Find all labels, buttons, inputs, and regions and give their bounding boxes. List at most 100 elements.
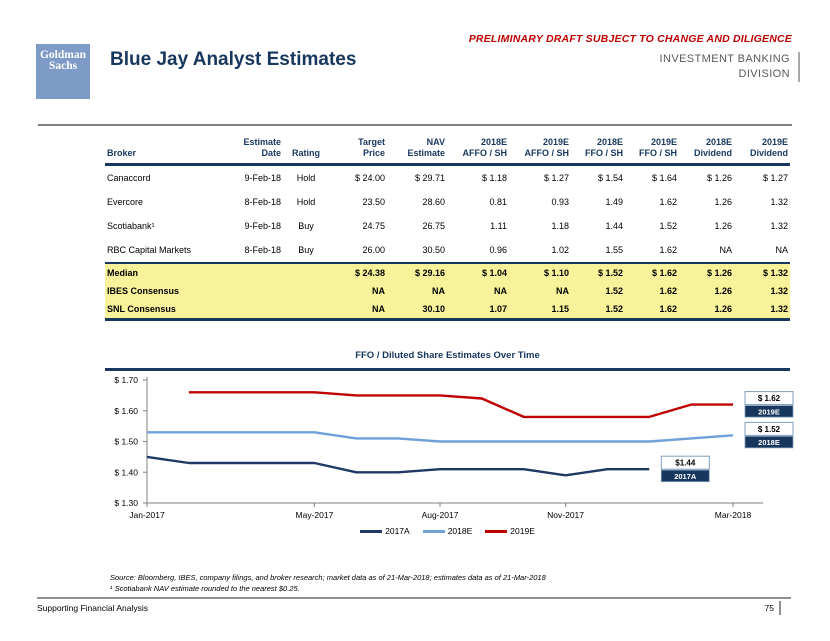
draft-notice: PRELIMINARY DRAFT SUBJECT TO CHANGE AND … — [468, 33, 792, 45]
table-cell: 1.62 — [625, 300, 679, 320]
table-cell: Hold — [296, 197, 316, 207]
legend-label-2019E: 2019E — [510, 526, 535, 536]
end-label-box-2019E — [744, 391, 794, 406]
table-cell: 1.52 — [571, 282, 625, 300]
table-cell: NA — [387, 282, 447, 300]
table-cell: 1.44 — [605, 221, 623, 231]
table-cell: 1.26 — [679, 300, 734, 320]
col-header: NAV Estimate — [407, 137, 445, 158]
table-cell: Evercore — [107, 197, 144, 207]
summary-rows: Median $ 24.38 $ 29.16 $ 1.04 $ 1.10 $ 1.52 $ … — [105, 263, 790, 320]
table-cell: $ 24.00 — [354, 173, 385, 183]
end-label-value-2019E: $ 1.62 — [758, 394, 781, 403]
broker-row: RBC Capital Markets 8-Feb-18 Buy 26.00 30.50… — [105, 238, 790, 263]
col-header: 2018E Dividend — [693, 137, 732, 158]
table-cell: $ 1.18 — [481, 173, 507, 183]
table-cell — [219, 282, 283, 300]
table-cell: $ 1.26 — [706, 173, 732, 183]
x-axis-label: Jan-2017 — [129, 510, 165, 520]
table-cell — [219, 263, 283, 282]
col-header: 2019E AFFO / SH — [524, 137, 570, 158]
table-cell: 1.55 — [605, 245, 623, 255]
table-cell: NA — [719, 245, 732, 255]
table-cell: SNL Consensus — [105, 300, 219, 320]
logo-line-2: Sachs — [48, 60, 78, 72]
table-cell: 0.96 — [489, 245, 507, 255]
table-cell: NA — [509, 282, 571, 300]
table-cell: Canaccord — [107, 173, 151, 183]
x-axis-label: Aug-2017 — [422, 510, 459, 520]
col-header: Rating — [292, 148, 320, 158]
table-cell — [283, 300, 329, 320]
table-cell: $ 1.10 — [509, 263, 571, 282]
table-cell: 1.32 — [734, 300, 790, 320]
table-cell: 1.62 — [625, 282, 679, 300]
series-line-2019E — [188, 391, 733, 419]
broker-rows: Canaccord 9-Feb-18 Hold $ 24.00 $ 29.71 $ 1.1… — [105, 165, 790, 264]
table-cell: 1.32 — [770, 197, 788, 207]
table-cell: 1.32 — [770, 221, 788, 231]
table-cell: 30.10 — [387, 300, 447, 320]
legend-swatch-2019E — [485, 529, 508, 533]
table-cell: NA — [329, 282, 387, 300]
footer-divider — [37, 597, 791, 599]
x-axis-label: May-2017 — [296, 510, 334, 520]
page-title: Blue Jay Analyst Estimates — [110, 49, 357, 70]
table-cell: 1.18 — [551, 221, 569, 231]
legend-label-2018E: 2018E — [447, 526, 473, 536]
summary-row: Median $ 24.38 $ 29.16 $ 1.04 $ 1.10 $ 1.52 $ … — [105, 263, 790, 282]
table-cell: 23.50 — [362, 197, 385, 207]
end-label-badge-2018E — [744, 435, 794, 449]
table-cell: Scotiabank¹ — [107, 221, 155, 231]
table-cell: Median — [105, 263, 219, 282]
table-cell: $ 1.54 — [597, 173, 623, 183]
table-cell: 1.52 — [659, 221, 677, 231]
y-axis-label: $ 1.60 — [114, 406, 138, 416]
table-cell — [283, 282, 329, 300]
table-cell: 28.60 — [422, 197, 445, 207]
footer-section-label: Supporting Financial Analysis — [37, 603, 149, 613]
table-cell: 1.52 — [571, 300, 625, 320]
col-header: Estimate Date — [243, 137, 281, 158]
end-label-value-2018E: $ 1.52 — [758, 425, 781, 434]
broker-row: Evercore 8-Feb-18 Hold 23.50 28.60 0.81 0.93 1.… — [105, 190, 790, 214]
analyst-estimates-table-wrap: Broker Estimate Date Rating Target Price NAV Es… — [105, 137, 790, 321]
table-cell: 9-Feb-18 — [244, 221, 281, 231]
legend-item-2017A: 2017A — [360, 526, 410, 536]
source-note: Source: Bloomberg, IBES, company filings… — [110, 573, 546, 582]
end-label-badge-2017A — [660, 469, 710, 483]
table-cell: 30.50 — [422, 245, 445, 255]
legend-swatch-2017A — [360, 529, 383, 533]
table-cell: 26.00 — [362, 245, 385, 255]
table-cell: 1.49 — [605, 197, 623, 207]
end-label-box-2018E — [744, 421, 794, 436]
x-axis-label: Mar-2018 — [715, 510, 752, 520]
table-cell — [283, 263, 329, 282]
table-cell: RBC Capital Markets — [107, 245, 192, 255]
legend-item-2019E: 2019E — [485, 526, 535, 536]
table-cell: Hold — [296, 173, 316, 183]
y-axis-label: $ 1.70 — [114, 375, 138, 385]
division-label: INVESTMENT BANKING DIVISION — [660, 52, 800, 82]
table-cell: $ 29.16 — [387, 263, 447, 282]
table-cell: 1.62 — [659, 245, 677, 255]
table-cell: $ 1.27 — [543, 173, 569, 183]
col-header: 2018E FFO / SH — [585, 137, 623, 158]
table-cell: $ 1.64 — [651, 173, 677, 183]
table-cell: $ 24.38 — [329, 263, 387, 282]
analyst-estimates-table: Broker Estimate Date Rating Target Price NAV Es… — [105, 137, 790, 321]
end-label-badge-text-2017A: 2017A — [674, 472, 697, 481]
table-cell: Buy — [298, 245, 314, 255]
end-label-badge-text-2018E: 2018E — [758, 438, 780, 447]
table-cell: 8-Feb-18 — [244, 197, 281, 207]
table-cell: 1.02 — [551, 245, 569, 255]
page-number: 75 — [765, 601, 781, 615]
table-cell: $ 1.62 — [625, 263, 679, 282]
table-cell: 26.75 — [422, 221, 445, 231]
y-axis-label: $ 1.50 — [114, 437, 138, 447]
chart-legend: 2017A 2018E 2019E — [105, 526, 790, 536]
table-cell: 1.07 — [447, 300, 509, 320]
table-cell: 1.32 — [734, 282, 790, 300]
broker-row: Scotiabank¹ 9-Feb-18 Buy 24.75 26.75 1.11 1.18… — [105, 214, 790, 238]
